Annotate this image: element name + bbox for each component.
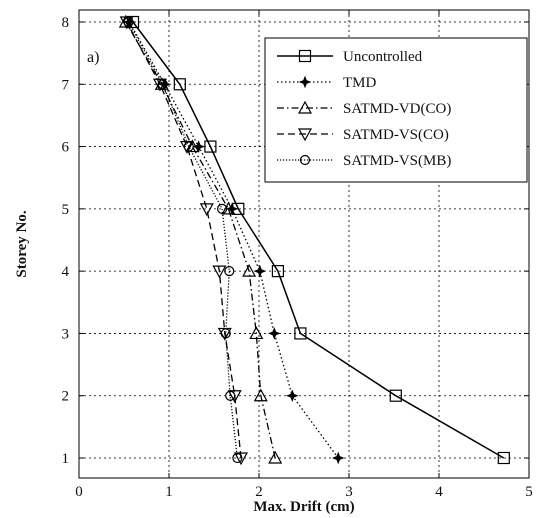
legend-label: SATMD-VS(MB) [343, 153, 451, 169]
panel-label: a) [87, 49, 99, 66]
legend-marker [299, 154, 311, 166]
data-point [225, 390, 236, 401]
legend-entry: SATMD-VS(MB) [277, 153, 451, 169]
y-tick-label: 1 [62, 451, 70, 467]
data-point [285, 389, 299, 403]
legend-entry: TMD [277, 75, 377, 91]
legend-label: SATMD-VD(CO) [343, 101, 451, 117]
x-axis-title: Max. Drift (cm) [253, 499, 354, 515]
x-tick-label: 5 [525, 484, 533, 500]
grid [79, 10, 529, 478]
data-point [242, 263, 257, 277]
data-point [221, 201, 236, 215]
legend-entry: SATMD-VS(CO) [277, 127, 449, 143]
y-tick-label: 6 [62, 140, 70, 156]
data-point [389, 389, 402, 402]
series-line [126, 21, 242, 459]
y-tick-label: 7 [62, 77, 70, 93]
legend-label: SATMD-VS(CO) [343, 127, 449, 143]
data-point [331, 451, 345, 465]
legend-marker [298, 49, 312, 63]
x-tick-label: 1 [165, 484, 173, 500]
data-point [497, 451, 510, 465]
series-1 [126, 15, 510, 465]
legend-entry: Uncontrolled [277, 49, 423, 65]
legend-label: Uncontrolled [343, 49, 423, 65]
data-point [185, 139, 200, 153]
data-point [217, 203, 228, 214]
data-point [227, 390, 242, 403]
plot-area-frame [78, 9, 530, 479]
series-line [132, 21, 505, 459]
legend-entry: SATMD-VD(CO) [277, 100, 451, 117]
data-point [220, 328, 231, 339]
data-point [199, 203, 214, 217]
y-tick-label: 8 [62, 15, 70, 31]
y-tick-label: 4 [62, 264, 70, 280]
legend-marker [298, 75, 312, 89]
data-point [271, 265, 284, 278]
data-point [253, 388, 268, 402]
data-point [267, 327, 281, 340]
data-point [173, 78, 186, 91]
legend-marker [297, 100, 313, 114]
legend-label: TMD [343, 75, 377, 91]
series-group [118, 14, 510, 466]
x-tick-label: 3 [345, 484, 353, 500]
series-5 [123, 16, 243, 464]
data-point [232, 452, 243, 464]
data-point [183, 141, 194, 152]
data-point [123, 16, 134, 28]
x-tick-label: 2 [255, 484, 263, 500]
data-point [294, 327, 307, 340]
series-line [128, 21, 339, 459]
y-axis-title: Storey No. [14, 210, 30, 277]
legend-marker [297, 128, 313, 142]
x-tick-label: 0 [75, 484, 83, 500]
legend: Uncontrolled TMD SATMD-VD(CO) SATMD-VS(CO) S… [264, 37, 528, 183]
series-line [125, 21, 276, 459]
data-point [157, 79, 168, 90]
data-point [268, 450, 283, 464]
axis-ticks: 0 1 2 3 4 5 1 2 3 4 5 6 7 8 [62, 10, 533, 500]
data-point [253, 264, 267, 278]
data-point [212, 265, 227, 279]
data-point [233, 452, 249, 466]
y-tick-label: 3 [62, 326, 70, 342]
y-tick-label: 5 [62, 202, 70, 218]
data-point [224, 266, 235, 277]
y-tick-label: 2 [62, 389, 70, 405]
x-tick-label: 4 [435, 484, 443, 500]
series-line [127, 21, 239, 459]
data-point [249, 326, 264, 340]
